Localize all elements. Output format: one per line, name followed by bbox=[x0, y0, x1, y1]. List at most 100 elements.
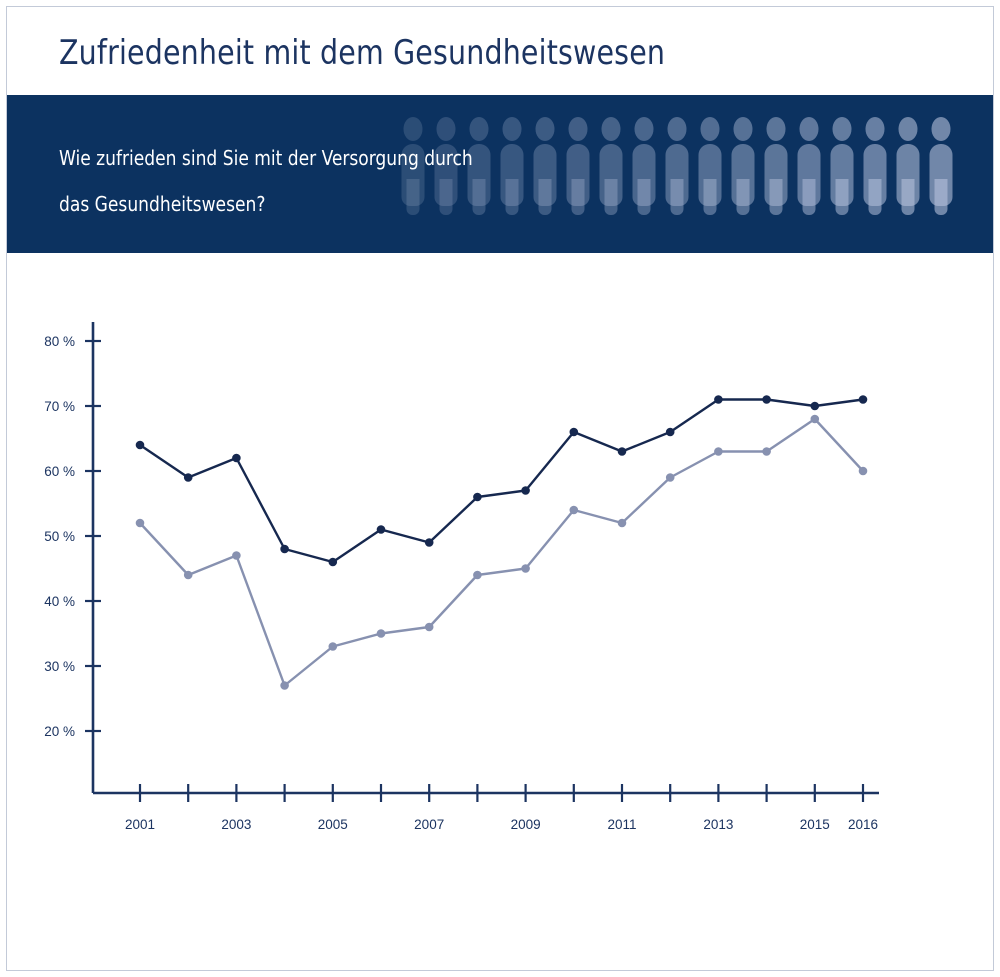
person-icon-legs bbox=[934, 179, 947, 215]
person-icon-body bbox=[500, 144, 523, 206]
page-title: Zufriedenheit mit dem Gesundheitswesen bbox=[59, 33, 666, 73]
data-point[interactable] bbox=[569, 427, 579, 437]
person-icon bbox=[861, 117, 888, 233]
x-axis-tick-label: 2013 bbox=[703, 817, 733, 832]
y-axis-tick-label: 60 % bbox=[44, 464, 75, 479]
person-icon-head bbox=[931, 117, 950, 141]
person-icon-body bbox=[764, 144, 787, 206]
chart-area: 20 % 30 % 40 % 50 % 60 % 70 % 80 % 2001 2003 200… bbox=[7, 253, 993, 970]
data-point[interactable] bbox=[280, 681, 289, 690]
x-axis-tick-label: 2007 bbox=[414, 817, 444, 832]
data-point[interactable] bbox=[424, 538, 434, 547]
y-axis-tick-label: 50 % bbox=[44, 529, 75, 544]
x-axis-tick-label: 2001 bbox=[125, 817, 155, 832]
person-icon-body bbox=[731, 144, 754, 206]
data-point[interactable] bbox=[858, 466, 868, 476]
data-point[interactable] bbox=[328, 557, 338, 567]
person-icon bbox=[465, 117, 492, 233]
x-axis-tick-label: 2003 bbox=[221, 817, 251, 832]
data-point[interactable] bbox=[569, 505, 579, 515]
data-point[interactable] bbox=[183, 473, 193, 482]
data-point[interactable] bbox=[617, 447, 627, 456]
x-axis-tick-label: 2016 bbox=[848, 817, 878, 832]
person-icon-head bbox=[898, 117, 917, 141]
series-group bbox=[135, 395, 868, 690]
data-point[interactable] bbox=[858, 395, 868, 404]
person-icon-legs bbox=[868, 179, 881, 215]
data-point[interactable] bbox=[762, 395, 771, 404]
x-axis-group: 2001 2003 2005 2007 2009 2011 2013 2015 2016 bbox=[93, 784, 879, 832]
data-point[interactable] bbox=[232, 551, 241, 560]
data-point[interactable] bbox=[714, 395, 723, 404]
data-point[interactable] bbox=[665, 427, 675, 437]
person-icon-body bbox=[665, 144, 688, 206]
person-icon bbox=[762, 117, 789, 233]
person-icon-body bbox=[797, 144, 820, 206]
data-point[interactable] bbox=[521, 564, 530, 573]
person-icon-head bbox=[601, 117, 620, 141]
title-area: Zufriedenheit mit dem Gesundheitswesen bbox=[7, 7, 993, 95]
data-point[interactable] bbox=[714, 447, 723, 456]
person-icon-legs bbox=[802, 179, 815, 215]
series-line bbox=[138, 417, 865, 687]
person-icon bbox=[498, 117, 525, 233]
person-icon bbox=[927, 117, 954, 233]
x-axis-tick-label: 2009 bbox=[511, 817, 541, 832]
person-icon bbox=[399, 117, 426, 233]
data-point[interactable] bbox=[183, 570, 193, 580]
person-icon-body bbox=[533, 144, 556, 206]
person-icon-legs bbox=[439, 179, 452, 215]
data-point[interactable] bbox=[135, 518, 145, 528]
person-icon-head bbox=[799, 117, 818, 141]
person-icon bbox=[564, 117, 591, 233]
question-line-2: das Gesundheitswesen? bbox=[59, 192, 266, 216]
y-axis-tick-label: 40 % bbox=[44, 594, 75, 609]
data-point[interactable] bbox=[617, 518, 627, 528]
person-icon-head bbox=[403, 117, 422, 141]
person-icon-legs bbox=[736, 179, 749, 215]
data-point[interactable] bbox=[328, 642, 338, 651]
data-point[interactable] bbox=[232, 453, 241, 463]
person-icon-head bbox=[568, 117, 587, 141]
data-point[interactable] bbox=[280, 544, 289, 554]
x-axis-tick-label: 2005 bbox=[318, 817, 348, 832]
data-point[interactable] bbox=[810, 401, 820, 411]
y-axis-tick-label: 30 % bbox=[44, 659, 75, 674]
person-icon-head bbox=[733, 117, 752, 141]
person-icon bbox=[696, 117, 723, 233]
x-axis-tick-label: 2015 bbox=[800, 817, 830, 832]
data-point[interactable] bbox=[376, 525, 386, 534]
person-icon-legs bbox=[538, 179, 551, 215]
question-line-1: Wie zufrieden sind Sie mit der Versorgun… bbox=[59, 146, 473, 170]
x-axis-tick-label: 2011 bbox=[607, 817, 636, 832]
data-point[interactable] bbox=[473, 492, 482, 502]
person-icon bbox=[531, 117, 558, 233]
person-icon-legs bbox=[571, 179, 584, 215]
person-icon-head bbox=[700, 117, 719, 141]
person-icon-body bbox=[467, 144, 490, 206]
person-icon-head bbox=[436, 117, 455, 141]
person-icon-legs bbox=[637, 179, 650, 215]
person-icon-legs bbox=[670, 179, 683, 215]
person-icon-body bbox=[566, 144, 589, 206]
person-icon bbox=[597, 117, 624, 233]
data-point[interactable] bbox=[135, 440, 145, 450]
data-point[interactable] bbox=[810, 414, 820, 424]
data-point[interactable] bbox=[762, 447, 771, 456]
y-axis-tick-label: 70 % bbox=[44, 399, 75, 414]
person-icon-head bbox=[832, 117, 851, 141]
person-icon bbox=[432, 117, 459, 233]
person-icon-body bbox=[434, 144, 457, 206]
data-point[interactable] bbox=[376, 629, 386, 638]
people-icon-group bbox=[399, 117, 993, 233]
person-icon-body bbox=[401, 144, 424, 206]
person-icon-legs bbox=[703, 179, 716, 215]
data-point[interactable] bbox=[424, 622, 434, 632]
data-point[interactable] bbox=[665, 473, 675, 482]
person-icon bbox=[795, 117, 822, 233]
data-point[interactable] bbox=[473, 570, 482, 580]
person-icon-head bbox=[502, 117, 521, 141]
data-point[interactable] bbox=[521, 486, 530, 495]
person-icon-legs bbox=[472, 179, 485, 215]
